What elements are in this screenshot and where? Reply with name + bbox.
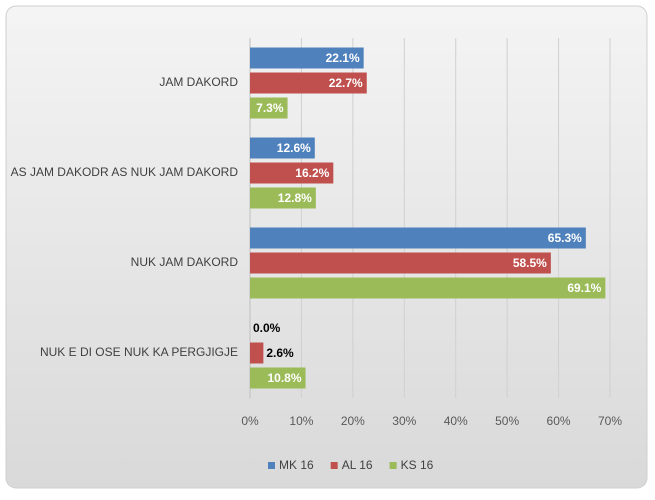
bar [250,277,606,299]
legend-swatch [268,462,275,469]
data-label: 12.6% [277,141,311,155]
bar [250,367,306,389]
data-label: 0.0% [253,321,281,335]
legend-swatch [389,462,397,469]
x-tick-label: 40% [444,414,468,428]
bar [250,47,364,69]
bar [250,97,288,119]
data-label: 7.3% [256,101,284,115]
x-tick-label: 0% [241,414,259,428]
data-label: 58.5% [513,256,547,270]
bar [250,187,316,209]
bar [250,227,586,249]
bar [250,137,315,159]
x-tick-label: 30% [392,414,416,428]
legend-label: AL 16 [342,458,373,472]
y-tick-label: NUK E DI OSE NUK KA PERGJIGJE [40,345,238,359]
data-label: 12.8% [278,191,312,205]
data-label: 2.6% [266,346,294,360]
y-tick-label: AS JAM DAKODR AS NUK JAM DAKORD [11,165,239,179]
data-label: 22.1% [326,51,360,65]
x-tick-label: 20% [341,414,365,428]
data-label: 69.1% [567,281,601,295]
bar [250,342,264,364]
data-label: 10.8% [268,371,302,385]
data-label: 22.7% [329,76,363,90]
data-label: 65.3% [548,231,582,245]
bar [250,72,367,94]
x-tick-label: 60% [547,414,571,428]
bar [250,162,334,184]
bar [250,252,551,274]
y-tick-label: NUK JAM DAKORD [131,255,239,269]
x-tick-label: 70% [598,414,622,428]
legend-swatch [330,462,338,469]
legend-label: MK 16 [279,458,314,472]
legend-label: KS 16 [401,458,434,472]
x-tick-label: 50% [495,414,519,428]
data-label: 16.2% [295,166,329,180]
y-tick-label: JAM DAKORD [159,75,238,89]
x-tick-label: 10% [289,414,313,428]
